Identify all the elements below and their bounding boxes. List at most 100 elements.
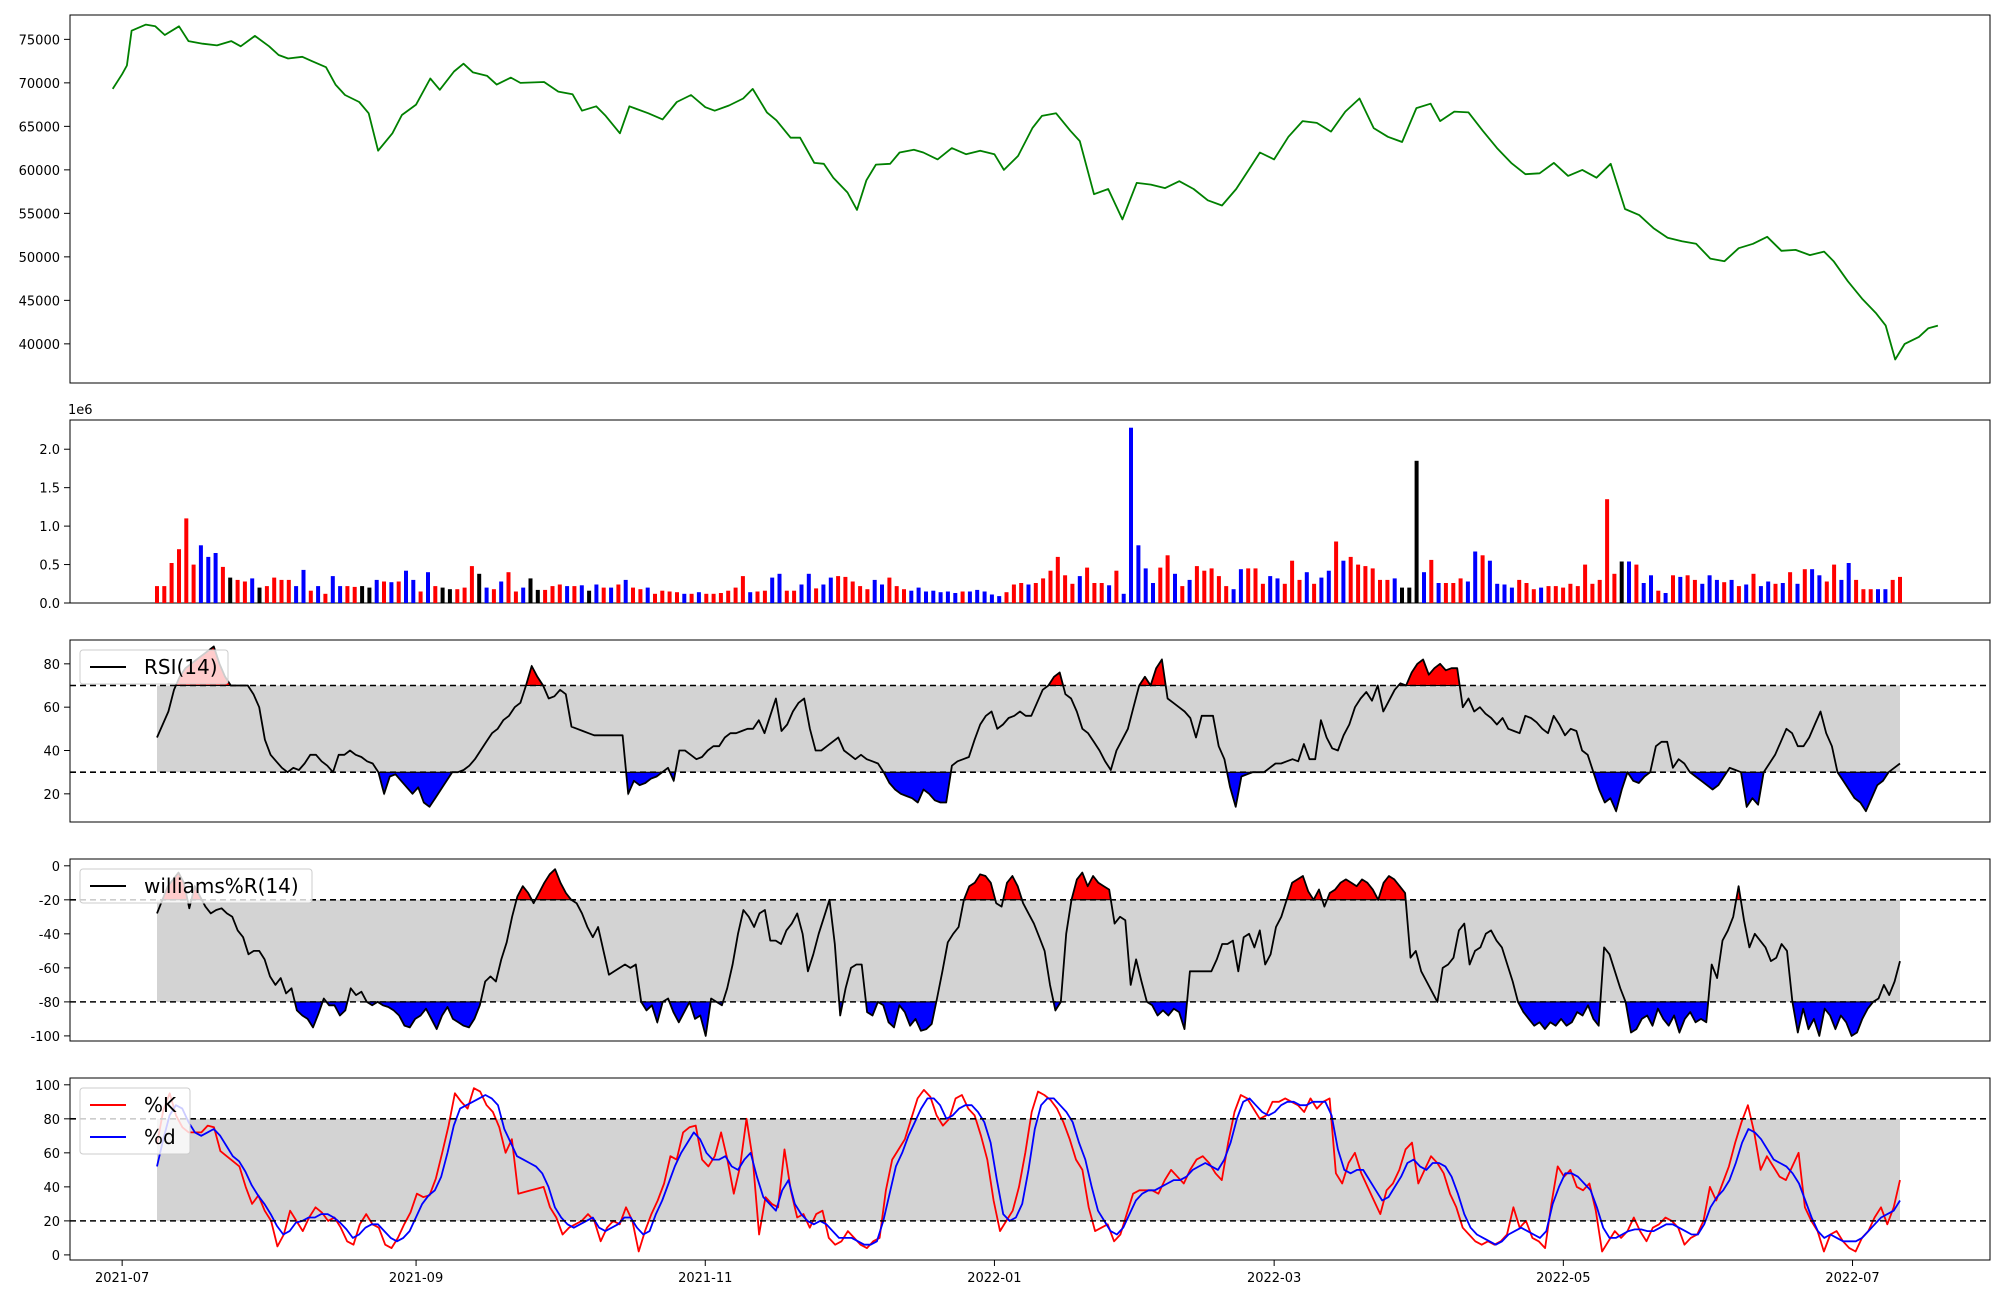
neutral-band <box>157 685 1900 773</box>
y-tick-label: 40 <box>43 745 60 760</box>
volume-bar <box>777 573 782 603</box>
volume-bar <box>316 586 321 603</box>
y-tick-label: 0.0 <box>39 597 60 612</box>
volume-bar <box>360 586 365 603</box>
volume-bar <box>1692 579 1697 603</box>
volume-bar <box>1246 568 1251 603</box>
y-tick-label: 0 <box>52 860 60 875</box>
volume-bar <box>1114 570 1119 603</box>
volume-bar <box>1282 583 1287 603</box>
volume-bar <box>491 589 496 603</box>
volume-bar <box>689 593 694 603</box>
rsi-legend-label: RSI(14) <box>144 655 218 679</box>
y-tick-label: 60000 <box>19 164 60 179</box>
volume-bar <box>682 593 687 603</box>
volume-bar <box>477 573 482 603</box>
d-legend-label: %d <box>144 1125 176 1149</box>
y-tick-label: 40000 <box>19 338 60 353</box>
y-tick-label: 60 <box>43 1147 60 1162</box>
volume-bar <box>426 572 430 603</box>
volume-bar <box>1048 570 1053 603</box>
volume-bar <box>609 587 614 603</box>
volume-bar <box>1370 568 1375 603</box>
volume-bar <box>675 592 679 603</box>
volume-bar <box>1780 583 1785 603</box>
volume-bar <box>338 586 343 603</box>
volume-bar <box>1627 561 1631 603</box>
y-tick-label: -80 <box>39 996 60 1011</box>
indicator-line <box>156 868 1901 1037</box>
volume-bar <box>1253 568 1258 603</box>
x-tick-label: 2022-05 <box>1536 1271 1590 1286</box>
volume-bar <box>1173 573 1177 603</box>
volume-bar <box>535 589 540 603</box>
volume-bar <box>1736 586 1741 603</box>
volume-bar <box>279 579 284 603</box>
volume-bar <box>155 586 159 603</box>
volume-bar <box>1722 582 1727 603</box>
oversold-fill <box>1226 771 1265 807</box>
volume-bar <box>1802 569 1807 603</box>
volume-bar <box>389 582 394 603</box>
volume-bar <box>301 569 306 603</box>
volume-bar <box>836 576 841 603</box>
volume-bar <box>1224 586 1229 603</box>
volume-bar <box>1700 583 1705 603</box>
volume-bar <box>1129 427 1133 603</box>
volume-bar <box>213 553 218 603</box>
volume-bar <box>880 584 884 603</box>
volume-bar <box>1004 592 1009 603</box>
volume-bar <box>953 593 958 603</box>
y-tick-label: 100 <box>35 1079 60 1094</box>
volume-bar <box>1634 564 1639 603</box>
y-tick-label: -60 <box>39 962 60 977</box>
volume-bar <box>264 586 269 603</box>
axes-frame <box>69 419 1991 604</box>
y-tick-label: 75000 <box>19 33 60 48</box>
price-panel: 40000 45000 50000 55000 60000 65000 70000 75000 <box>19 14 1991 384</box>
volume-bar <box>250 578 255 603</box>
volume-bar <box>989 594 994 603</box>
volume-bar <box>718 593 723 603</box>
volume-bar <box>345 586 350 603</box>
y-tick-label: 2.0 <box>39 443 60 458</box>
volume-bar <box>821 584 826 603</box>
volume-bar <box>594 584 599 603</box>
volume-bar <box>1187 579 1192 603</box>
volume-bar <box>960 591 965 603</box>
volume-bar <box>1041 578 1046 603</box>
volume-bar <box>1055 556 1060 603</box>
volume-bar <box>660 590 665 603</box>
volume-bar <box>1671 575 1675 603</box>
volume-bar <box>1180 586 1185 603</box>
volume-bar <box>323 593 328 603</box>
volume-bar <box>1422 572 1426 603</box>
volume-bar <box>1348 556 1353 603</box>
x-tick-label: 2021-11 <box>678 1271 732 1286</box>
volume-bar <box>792 590 797 603</box>
volume-bar <box>601 587 606 603</box>
volume-bar <box>1678 576 1683 603</box>
volume-bar <box>887 577 892 603</box>
volume-bar <box>557 584 562 603</box>
volume-bar <box>623 579 628 603</box>
volume-bar <box>352 586 357 603</box>
williams-legend: williams%R(14) <box>79 868 313 904</box>
volume-bar <box>220 566 225 603</box>
volume-bar <box>843 576 848 603</box>
volume-bar <box>1151 583 1155 603</box>
volume-bar <box>1458 578 1463 603</box>
volume-bar <box>198 545 203 603</box>
volume-bar <box>1824 581 1829 603</box>
axes-frame <box>69 1077 1991 1261</box>
volume-bar <box>374 579 379 603</box>
volume-bar <box>1319 577 1324 603</box>
volume-bar <box>1883 589 1888 603</box>
volume-bar <box>404 570 408 603</box>
y-tick-label: 40 <box>43 1181 60 1196</box>
volume-bar <box>1898 576 1902 603</box>
volume-bar <box>1429 559 1434 603</box>
y-tick-label: -40 <box>39 928 60 943</box>
volume-bar <box>1070 583 1075 603</box>
volume-bar <box>1136 545 1141 603</box>
